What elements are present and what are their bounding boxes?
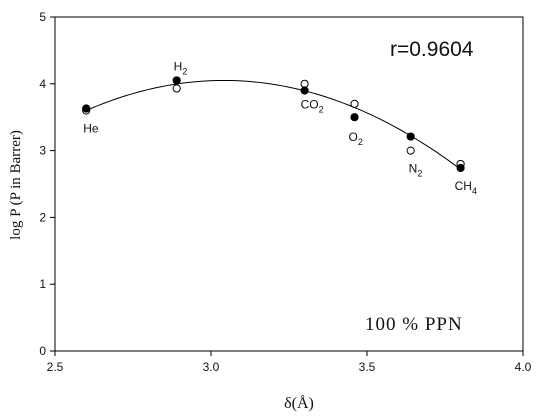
open-point	[172, 84, 181, 93]
x-tick-label: 4.0	[515, 360, 532, 374]
y-tick-label: 4	[39, 77, 46, 91]
data-points	[82, 76, 465, 173]
gas-label: CH4	[455, 179, 477, 196]
x-tick-label: 3.0	[203, 360, 220, 374]
axes: 2.5 3.0 3.5 4.0 0 1 2 3 4 5	[39, 10, 531, 374]
gas-label: O2	[349, 130, 363, 147]
fit-curve-group	[86, 79, 461, 170]
gas-label-subscript: 2	[358, 137, 363, 147]
sample-annotation: 100 % PPN	[365, 314, 463, 335]
open-point	[406, 146, 415, 155]
y-tick-label: 3	[39, 144, 46, 158]
filled-point	[172, 76, 181, 85]
gas-label-subscript: 4	[472, 186, 477, 196]
y-tick-label: 5	[39, 10, 46, 24]
filled-point	[350, 113, 359, 122]
y-tick-label: 1	[39, 277, 46, 291]
r-value-annotation: r=0.9604	[390, 38, 474, 61]
open-point	[300, 79, 309, 88]
open-point	[350, 99, 359, 108]
filled-point	[82, 104, 91, 113]
gas-label: N2	[409, 162, 423, 179]
filled-point	[456, 163, 465, 173]
x-tick-label: 2.5	[47, 360, 64, 374]
plot-frame	[54, 16, 524, 352]
y-tick-label: 2	[39, 210, 46, 224]
gas-label: H2	[174, 59, 188, 76]
gas-label-subscript: 2	[417, 169, 422, 179]
x-axis-label: δ(Å)	[284, 394, 314, 412]
gas-label: CO2	[301, 97, 324, 114]
gas-labels: He H2 CO2 O2 N2 CH4	[83, 59, 477, 195]
y-axis-label: log P (P in Barrer)	[8, 130, 24, 240]
gas-label: He	[83, 122, 99, 136]
filled-point	[300, 86, 309, 95]
y-tick-label: 0	[39, 344, 46, 358]
x-tick-label: 3.5	[359, 360, 376, 374]
filled-point	[406, 132, 415, 141]
fit-curve	[86, 79, 461, 170]
gas-label-subscript: 2	[319, 104, 324, 114]
gas-label-subscript: 2	[182, 66, 187, 76]
